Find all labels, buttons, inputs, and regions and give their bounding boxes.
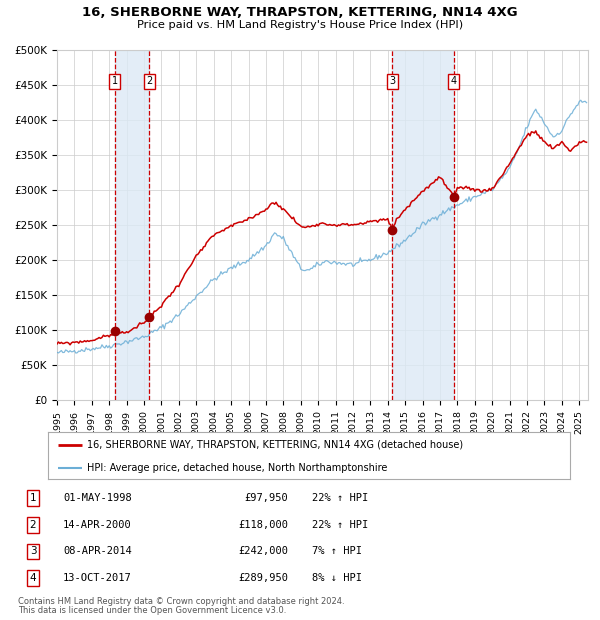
Text: HPI: Average price, detached house, North Northamptonshire: HPI: Average price, detached house, Nort… — [87, 463, 388, 474]
Text: 14-APR-2000: 14-APR-2000 — [63, 520, 132, 530]
Text: £118,000: £118,000 — [238, 520, 288, 530]
Text: 01-MAY-1998: 01-MAY-1998 — [63, 493, 132, 503]
Text: 22% ↑ HPI: 22% ↑ HPI — [312, 493, 368, 503]
Text: 08-APR-2014: 08-APR-2014 — [63, 546, 132, 557]
Text: 2: 2 — [29, 520, 37, 530]
Text: 16, SHERBORNE WAY, THRAPSTON, KETTERING, NN14 4XG: 16, SHERBORNE WAY, THRAPSTON, KETTERING,… — [82, 6, 518, 19]
Bar — [392, 50, 454, 400]
Text: 3: 3 — [29, 546, 37, 557]
Text: £97,950: £97,950 — [244, 493, 288, 503]
Text: 13-OCT-2017: 13-OCT-2017 — [63, 573, 132, 583]
Text: Contains HM Land Registry data © Crown copyright and database right 2024.: Contains HM Land Registry data © Crown c… — [18, 597, 344, 606]
Text: 22% ↑ HPI: 22% ↑ HPI — [312, 520, 368, 530]
Text: 1: 1 — [112, 76, 118, 86]
Text: £242,000: £242,000 — [238, 546, 288, 557]
Text: 2: 2 — [146, 76, 152, 86]
Text: £289,950: £289,950 — [238, 573, 288, 583]
Text: 7% ↑ HPI: 7% ↑ HPI — [312, 546, 362, 557]
Text: 1: 1 — [29, 493, 37, 503]
Text: 4: 4 — [451, 76, 457, 86]
Text: This data is licensed under the Open Government Licence v3.0.: This data is licensed under the Open Gov… — [18, 606, 286, 615]
Text: 8% ↓ HPI: 8% ↓ HPI — [312, 573, 362, 583]
Text: 4: 4 — [29, 573, 37, 583]
Bar — [115, 50, 149, 400]
Text: Price paid vs. HM Land Registry's House Price Index (HPI): Price paid vs. HM Land Registry's House … — [137, 20, 463, 30]
Text: 16, SHERBORNE WAY, THRAPSTON, KETTERING, NN14 4XG (detached house): 16, SHERBORNE WAY, THRAPSTON, KETTERING,… — [87, 440, 463, 450]
Text: 3: 3 — [389, 76, 395, 86]
